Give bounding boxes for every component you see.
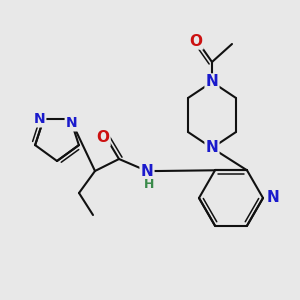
Text: N: N: [34, 112, 45, 126]
Text: O: O: [190, 34, 202, 49]
Text: N: N: [267, 190, 280, 206]
Text: H: H: [144, 178, 154, 190]
Text: O: O: [97, 130, 110, 146]
Text: N: N: [66, 116, 77, 130]
Text: N: N: [141, 164, 153, 178]
Text: N: N: [206, 74, 218, 89]
Text: N: N: [206, 140, 218, 155]
